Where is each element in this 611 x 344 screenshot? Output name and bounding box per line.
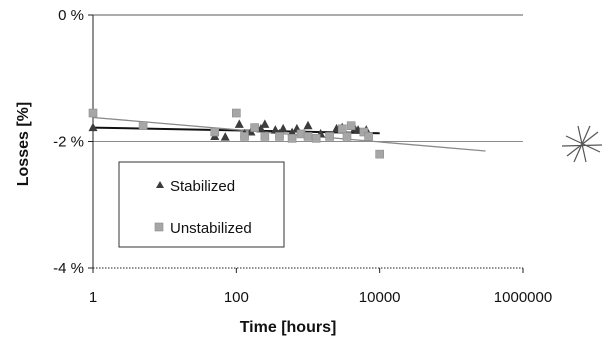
x-tick-label: 1000000 bbox=[494, 289, 552, 306]
x-axis-title: Time [hours] bbox=[240, 319, 337, 336]
data-point-unstabilized bbox=[365, 132, 373, 140]
data-point-unstabilized bbox=[288, 134, 296, 142]
data-point-unstabilized bbox=[343, 132, 351, 140]
data-point-stabilized bbox=[221, 132, 230, 141]
data-point-unstabilized bbox=[240, 132, 248, 140]
data-point-unstabilized bbox=[211, 128, 219, 136]
data-point-unstabilized bbox=[275, 132, 283, 140]
data-point-unstabilized bbox=[139, 122, 147, 130]
legend: Stabilized Unstabilized bbox=[119, 162, 284, 247]
data-point-unstabilized bbox=[232, 109, 240, 117]
x-tick-label: 1 bbox=[89, 289, 97, 306]
data-point-stabilized bbox=[235, 119, 244, 128]
legend-stabilized-label: Stabilized bbox=[170, 178, 235, 195]
y-tick-label: 0 % bbox=[58, 7, 84, 24]
x-tick-label: 100 bbox=[224, 289, 249, 306]
asterisk-mark-icon bbox=[562, 126, 602, 162]
data-point-stabilized bbox=[260, 119, 269, 128]
ticks-layer: 0 % -2 % -4 % 1 100 10000 1000000 bbox=[53, 7, 552, 306]
data-point-unstabilized bbox=[326, 132, 334, 140]
y-tick-label: -2 % bbox=[53, 134, 84, 151]
y-tick-label: -4 % bbox=[53, 260, 84, 277]
data-point-stabilized bbox=[304, 121, 313, 130]
data-point-unstabilized bbox=[338, 125, 346, 133]
legend-unstabilized-label: Unstabilized bbox=[170, 220, 252, 237]
data-point-unstabilized bbox=[89, 109, 97, 117]
data-point-unstabilized bbox=[312, 134, 320, 142]
legend-unstabilized-marker bbox=[155, 223, 163, 231]
data-point-unstabilized bbox=[347, 122, 355, 130]
data-point-stabilized bbox=[279, 124, 288, 133]
points-layer bbox=[89, 109, 384, 158]
x-tick-label: 10000 bbox=[359, 289, 401, 306]
data-point-unstabilized bbox=[261, 132, 269, 140]
data-point-unstabilized bbox=[304, 132, 312, 140]
y-axis-title: Losses [%] bbox=[15, 102, 32, 186]
data-point-unstabilized bbox=[376, 150, 384, 158]
data-point-unstabilized bbox=[251, 124, 259, 132]
